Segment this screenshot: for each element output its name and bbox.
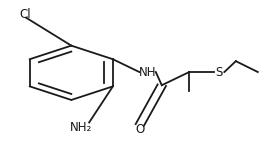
Text: NH: NH: [139, 66, 157, 79]
Text: S: S: [216, 66, 223, 79]
Text: Cl: Cl: [19, 8, 31, 21]
Text: NH₂: NH₂: [70, 121, 92, 134]
Text: O: O: [135, 123, 145, 136]
